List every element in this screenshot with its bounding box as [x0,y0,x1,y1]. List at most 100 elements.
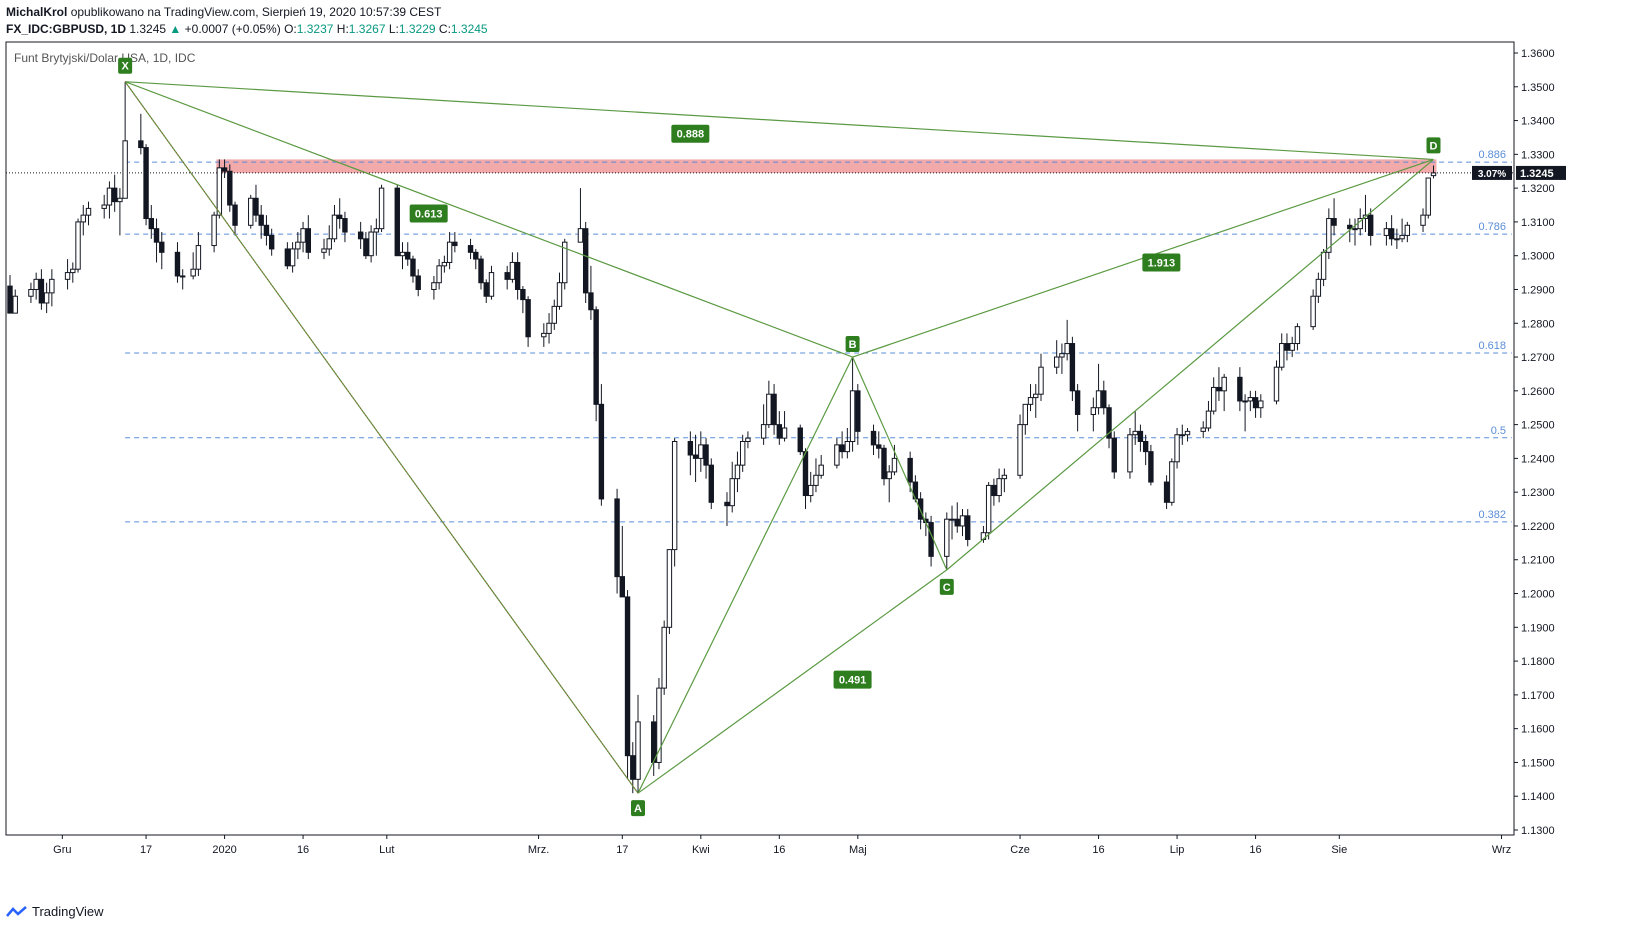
candle-body-down [357,231,364,240]
candle [996,468,1002,503]
candle [907,451,913,493]
candle-body-down [1111,437,1117,473]
candle [1367,208,1374,246]
candle [760,404,767,445]
xa-dotted-line [124,81,639,794]
candle-body-down [839,444,845,453]
candle [630,742,636,794]
ratio-label[interactable]: 0.888 [671,124,710,143]
fib-level-label: 0.5 [1491,425,1506,437]
x-tick-label: Sie [1331,844,1347,856]
candle-body-up [300,228,306,243]
candle-body-up [326,238,332,250]
candle [1200,421,1206,439]
pattern-point-c[interactable]: C [939,578,954,595]
candle [577,188,584,243]
candle [1420,208,1426,233]
candle-body-up [436,265,442,284]
y-tick-label: 1.1300 [1521,825,1555,837]
candle-body-up [12,295,18,314]
candle-body-up [766,393,772,426]
candle-body-up [808,484,814,497]
x-tick-label: 17 [616,844,628,856]
ratio-label[interactable]: 0.491 [833,670,872,689]
candle-body-down [232,204,238,226]
candle [965,509,971,547]
candle-body-up [1210,386,1217,412]
ratio-label-box [671,124,710,143]
author-name[interactable]: MichalKrol [6,5,68,19]
pattern-point-d[interactable]: D [1426,137,1441,154]
candle [745,431,751,449]
candle [431,275,437,300]
candle [1404,221,1411,243]
ratio-label[interactable]: 1.913 [1142,253,1181,272]
candle [363,232,369,260]
candle [305,215,312,260]
candle [394,184,400,257]
candle [1205,400,1212,432]
candle [1242,394,1248,432]
y-tick-label: 1.2900 [1521,284,1555,296]
y-tick-label: 1.3300 [1521,149,1555,161]
candle [195,232,202,276]
candle-body-up [1090,407,1097,415]
pattern-point-x[interactable]: X [118,57,133,74]
pattern-leg-xd [125,81,1434,161]
fib-level-label: 0.382 [1478,509,1506,521]
candle-body-down [797,427,803,453]
x-tick-label: 16 [773,844,785,856]
candle-body-up [891,457,898,473]
candle [1210,377,1217,415]
symbol-name[interactable]: FX_IDC:GBPUSD, 1D [6,22,127,36]
candle [729,461,735,513]
y-tick-label: 1.1500 [1521,757,1555,769]
candle [1252,390,1259,418]
candle [33,272,39,300]
pattern-point-a[interactable]: A [631,800,646,817]
candle-body-up [295,241,301,250]
x-tick-label: Wrz [1492,844,1511,856]
candle-body-down [473,251,479,260]
close-label: C: [438,22,451,36]
candle [944,512,950,570]
tradingview-logo[interactable]: TradingView [6,904,104,919]
candle-body-up [211,214,217,247]
candle-body-down [525,299,531,338]
candle-body-down [703,444,709,466]
candle [268,228,275,256]
candle [190,252,196,280]
candle-body-up [509,261,516,280]
candle [582,221,589,303]
candle-body-down [582,228,589,294]
candle [525,296,531,347]
candle-body-up [289,248,296,267]
candle [75,218,81,273]
last-price-badge [1516,165,1566,180]
pattern-point-b[interactable]: B [845,336,860,353]
candle-body-down [1101,390,1107,409]
candle-body-up [1053,356,1060,368]
candle-body-down [1148,451,1154,483]
candle [159,232,165,270]
candle-body-up [1399,234,1405,240]
candle [1362,194,1369,233]
pattern-leg-ac [637,569,948,794]
candle [1284,333,1290,361]
candle [703,438,709,479]
candle-body-down [1237,376,1243,402]
candle-body-down [467,245,474,253]
candle-body-up [101,204,107,209]
candle [985,482,992,540]
fib-level-label: 0.618 [1478,340,1506,352]
candle [1127,427,1133,479]
ratio-label[interactable]: 0.613 [409,204,448,223]
candle-body-up [1430,172,1437,177]
candle [687,431,694,476]
candle-body-down [614,498,620,578]
candle-body-up [745,437,751,442]
candle-body-down [593,309,599,405]
candle [441,255,448,273]
candle [708,458,714,510]
